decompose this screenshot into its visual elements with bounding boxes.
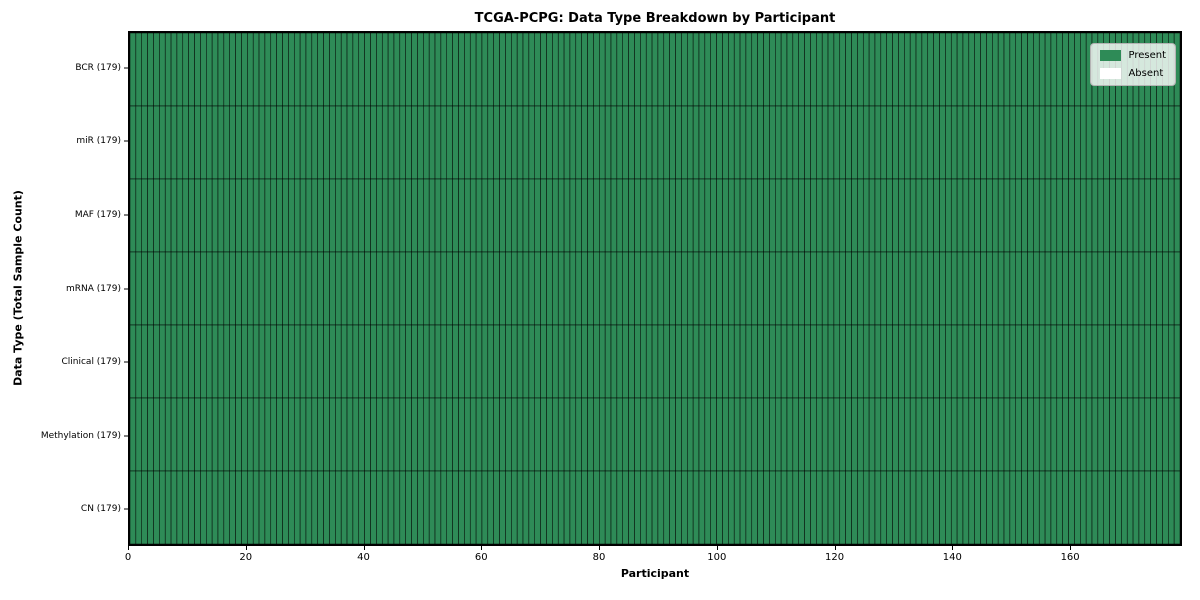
y-tick-mark — [124, 288, 128, 289]
legend-label-absent: Absent — [1128, 68, 1164, 79]
y-tick-mark — [124, 214, 128, 216]
y-tick-mark — [124, 140, 128, 142]
x-tick-label: 60 — [474, 552, 488, 563]
x-tick-mark — [599, 546, 601, 550]
x-tick-mark — [834, 546, 836, 550]
x-tick-label: 20 — [239, 552, 253, 563]
legend-item-absent: Absent — [1100, 68, 1166, 79]
x-tick-label: 80 — [592, 552, 606, 563]
x-tick-label: 40 — [357, 552, 370, 563]
x-tick-mark — [481, 546, 483, 550]
legend-swatch-absent — [1100, 68, 1122, 79]
x-tick-mark — [128, 546, 129, 550]
y-tick-mark — [124, 508, 128, 510]
x-tick-mark — [245, 546, 247, 550]
y-axis-label: Data Type (Total Sample Count) — [11, 190, 25, 386]
y-tick-label: Methylation (179) — [40, 430, 121, 441]
chart-title: TCGA-PCPG: Data Type Breakdown by Partic… — [474, 11, 836, 26]
y-tick-label: BCR (179) — [75, 62, 121, 73]
y-tick-label: Clinical (179) — [61, 357, 121, 368]
y-tick-label: miR (179) — [76, 136, 121, 147]
y-tick-label: mRNA (179) — [66, 283, 121, 294]
x-tick-mark — [1070, 546, 1072, 550]
y-tick-label: CN (179) — [80, 504, 121, 515]
x-tick-label: 120 — [825, 552, 845, 563]
legend-item-present: Present — [1100, 50, 1166, 61]
legend-swatch-present — [1100, 50, 1122, 61]
x-tick-mark — [952, 546, 954, 550]
heatmap-canvas — [130, 33, 1180, 544]
y-tick-mark — [124, 435, 128, 437]
y-tick-mark — [124, 67, 128, 69]
x-tick-label: 0 — [124, 552, 132, 563]
legend: Present Absent — [1090, 43, 1176, 86]
x-tick-label: 100 — [707, 552, 727, 563]
y-tick-mark — [124, 361, 128, 363]
x-tick-mark — [716, 546, 718, 550]
x-tick-mark — [363, 546, 365, 550]
plot-area: Present Absent — [128, 31, 1182, 546]
x-tick-label: 160 — [1060, 552, 1080, 563]
y-tick-label: MAF (179) — [74, 209, 121, 220]
x-axis-label: Participant — [620, 567, 690, 580]
legend-label-present: Present — [1128, 50, 1166, 61]
x-tick-label: 140 — [942, 552, 962, 563]
